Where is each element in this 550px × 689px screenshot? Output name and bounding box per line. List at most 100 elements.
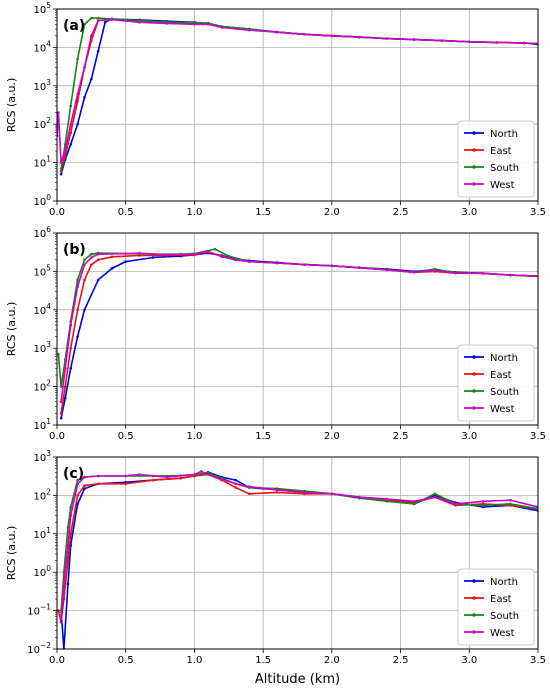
data-point-south — [69, 505, 73, 509]
data-point-east — [151, 478, 155, 482]
x-tick-label: 0.0 — [49, 655, 65, 666]
x-tick-label: 1.5 — [255, 207, 271, 218]
data-point-east — [234, 486, 237, 489]
data-point-north — [90, 77, 93, 81]
data-point-north — [96, 49, 100, 53]
data-point-west — [440, 39, 444, 42]
data-point-west — [63, 366, 67, 370]
data-point-west — [83, 66, 86, 69]
panel-label: (b) — [63, 242, 86, 258]
data-point-west — [303, 491, 306, 494]
data-point-east — [63, 385, 67, 388]
data-point-south — [83, 22, 86, 26]
x-tick-label: 2.0 — [324, 655, 340, 666]
data-point-north — [83, 487, 86, 490]
data-point-south — [66, 525, 70, 529]
data-point-west — [481, 500, 485, 503]
data-point-west — [522, 41, 526, 45]
x-tick-label: 2.5 — [393, 655, 409, 666]
data-point-west — [193, 473, 196, 476]
legend-box — [457, 344, 535, 422]
x-tick-label: 1.5 — [255, 431, 271, 442]
series-line-west — [60, 470, 538, 623]
axes-frame — [56, 456, 539, 650]
x-tick-label: 3.0 — [461, 431, 477, 442]
x-tick-label: 0.0 — [49, 207, 65, 218]
legend: North East South West — [457, 344, 535, 422]
legend-marker — [472, 406, 476, 410]
series-group — [57, 470, 538, 649]
data-point-north — [96, 278, 100, 282]
data-point-west — [69, 323, 73, 327]
legend-entry: West — [490, 628, 515, 639]
x-tick-label: 2.0 — [324, 431, 340, 442]
data-point-north — [66, 582, 70, 586]
legend-box — [457, 568, 535, 646]
data-point-west — [90, 256, 93, 259]
data-point-west — [206, 250, 210, 253]
data-point-north — [83, 96, 86, 99]
chart-panel-c: 0.0 0.5 1.0 1.5 2.0 2.5 3.0 3.5 10−2 10−1 100 101 10… — [5, 449, 546, 687]
y-tick-label: 103 — [33, 78, 51, 93]
data-point-south — [213, 247, 217, 251]
data-point-west — [358, 495, 361, 499]
legend: North East South West — [457, 120, 535, 198]
y-tick-label: 105 — [33, 1, 51, 16]
data-point-west — [358, 266, 361, 269]
y-tick-label: 101 — [33, 526, 51, 541]
y-tick-label: 104 — [33, 39, 51, 54]
data-point-west — [193, 22, 196, 26]
legend-entry: North — [490, 129, 518, 140]
data-point-west — [454, 271, 457, 275]
axes-frame — [56, 232, 539, 426]
data-point-east — [59, 412, 63, 415]
data-point-west — [509, 273, 512, 277]
data-point-west — [495, 41, 499, 44]
data-point-north — [83, 308, 86, 312]
data-point-west — [385, 268, 389, 272]
legend-marker — [472, 148, 476, 152]
data-point-west — [303, 263, 306, 266]
legend-entry: South — [490, 163, 519, 174]
data-point-north — [103, 21, 107, 24]
data-point-west — [385, 497, 389, 501]
data-point-south — [83, 258, 86, 262]
y-axis-label: RCS (a.u.) — [5, 526, 18, 581]
x-tick-label: 0.0 — [49, 431, 65, 442]
data-point-west — [385, 37, 389, 40]
data-point-south — [76, 57, 79, 61]
data-point-west — [76, 482, 79, 486]
y-tick-label: 100 — [33, 564, 51, 579]
data-point-west — [330, 492, 334, 496]
legend-entry: East — [490, 370, 512, 381]
data-point-west — [358, 35, 361, 39]
legend-entry: South — [490, 387, 519, 398]
x-tick-label: 1.0 — [186, 207, 202, 218]
legend-entry: West — [490, 180, 515, 191]
data-point-west — [509, 498, 512, 502]
y-tick-label: 104 — [33, 302, 51, 317]
y-tick-label: 102 — [33, 487, 51, 502]
legend-entry: East — [490, 594, 512, 605]
data-point-west — [275, 261, 279, 265]
data-point-west — [206, 22, 210, 26]
x-tick-label: 0.5 — [118, 431, 134, 442]
data-point-south — [76, 278, 79, 282]
series-group — [57, 16, 538, 176]
data-point-west — [200, 470, 203, 473]
data-point-north — [234, 478, 237, 482]
y-tick-label: 105 — [33, 263, 51, 278]
x-tick-label: 3.0 — [461, 655, 477, 666]
legend-marker — [472, 579, 476, 583]
data-point-west — [69, 514, 73, 517]
data-point-east — [96, 258, 100, 262]
data-point-north — [76, 122, 79, 126]
y-axis-label: RCS (a.u.) — [5, 302, 18, 357]
data-point-west — [96, 19, 100, 22]
panel-label: (a) — [63, 18, 85, 34]
data-point-north — [63, 396, 67, 400]
data-point-west — [220, 255, 224, 259]
data-point-west — [76, 285, 79, 288]
data-point-south — [90, 16, 93, 20]
data-point-north — [59, 416, 63, 420]
